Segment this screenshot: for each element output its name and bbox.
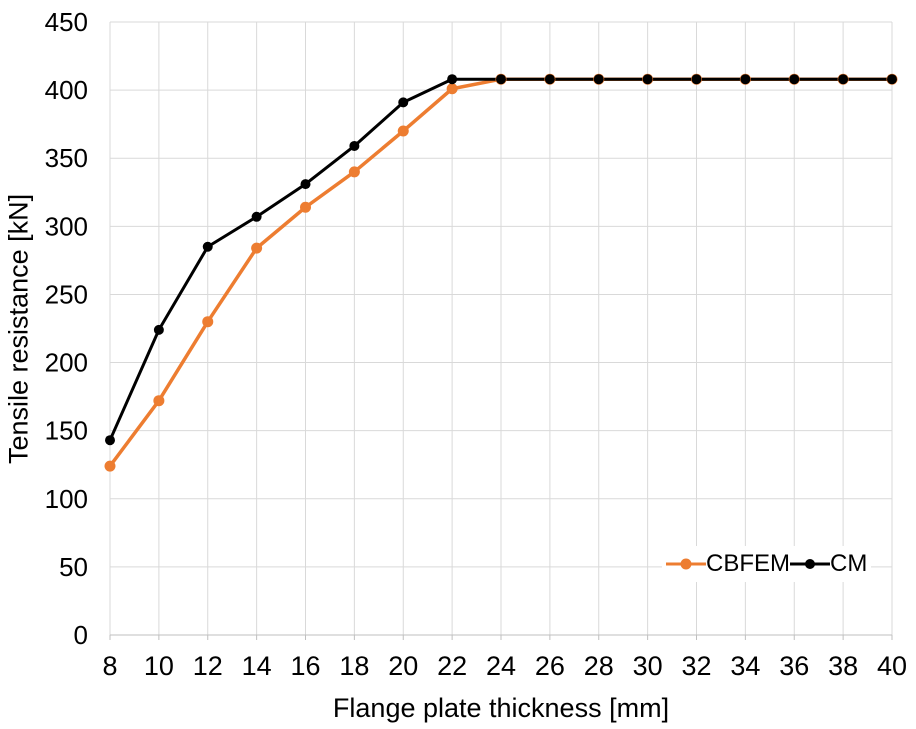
series-marker-cbfem (397, 125, 409, 137)
x-tick-label: 40 (877, 651, 907, 681)
legend-item-cm: CM (790, 552, 867, 576)
x-tick-label: 26 (535, 651, 565, 681)
series-marker-cm (251, 211, 262, 222)
legend: CBFEM CM (662, 546, 872, 582)
series-marker-cbfem (153, 395, 165, 407)
series-marker-cbfem (202, 316, 214, 328)
series-marker-cbfem (300, 201, 311, 213)
legend-label-cbfem: CBFEM (706, 550, 790, 577)
x-tick-label: 12 (193, 651, 223, 681)
y-tick-label: 50 (59, 552, 88, 582)
series-marker-cbfem (251, 242, 263, 254)
series-marker-cm (691, 74, 702, 85)
series-marker-cm (838, 74, 849, 85)
series-marker-cm (496, 74, 506, 85)
y-tick-label: 300 (45, 211, 88, 241)
series-marker-cbfem (348, 166, 360, 178)
y-tick-label: 250 (45, 279, 88, 309)
x-tick-label: 18 (339, 651, 369, 681)
series-marker-cm (447, 74, 458, 85)
x-tick-label: 22 (437, 651, 467, 681)
x-tick-label: 30 (633, 651, 663, 681)
series-marker-cm (593, 74, 604, 85)
series-marker-cm (544, 74, 555, 85)
y-tick-label: 150 (45, 416, 88, 446)
legend-label-cm: CM (830, 550, 868, 577)
x-tick-label: 28 (584, 651, 614, 681)
y-tick-label: 0 (74, 620, 88, 650)
series-marker-cm (202, 241, 213, 252)
series-marker-cm (300, 179, 311, 190)
series-marker-cm (105, 435, 115, 446)
x-tick-label: 38 (828, 651, 858, 681)
y-tick-label: 100 (45, 484, 88, 514)
series-marker-cm (740, 74, 751, 85)
series-marker-cbfem (446, 83, 458, 95)
y-axis-title: Tensile resistance [kN] (3, 193, 34, 464)
x-tick-label: 20 (388, 651, 418, 681)
x-tick-label: 32 (681, 651, 711, 681)
x-tick-label: 10 (144, 651, 174, 681)
y-tick-label: 350 (45, 143, 88, 173)
x-tick-label: 36 (779, 651, 809, 681)
y-tick-label: 450 (45, 7, 88, 37)
x-tick-label: 8 (102, 651, 117, 681)
y-tick-label: 400 (45, 75, 88, 105)
x-tick-label: 24 (486, 651, 516, 681)
legend-swatch-cm-icon (790, 559, 830, 569)
legend-swatch-cbfem-icon (666, 558, 706, 570)
x-tick-label: 14 (242, 651, 272, 681)
series-marker-cm (789, 74, 800, 85)
series-marker-cm (398, 97, 409, 108)
series-marker-cm (887, 74, 897, 85)
y-tick-label: 200 (45, 348, 88, 378)
series-marker-cm (642, 74, 653, 85)
series-marker-cm (349, 140, 360, 151)
legend-item-cbfem: CBFEM (666, 552, 790, 576)
series-marker-cbfem (104, 460, 116, 472)
series-marker-cm (153, 324, 164, 335)
x-tick-label: 34 (730, 651, 760, 681)
x-tick-label: 16 (290, 651, 320, 681)
x-axis-title: Flange plate thickness [mm] (332, 693, 670, 723)
